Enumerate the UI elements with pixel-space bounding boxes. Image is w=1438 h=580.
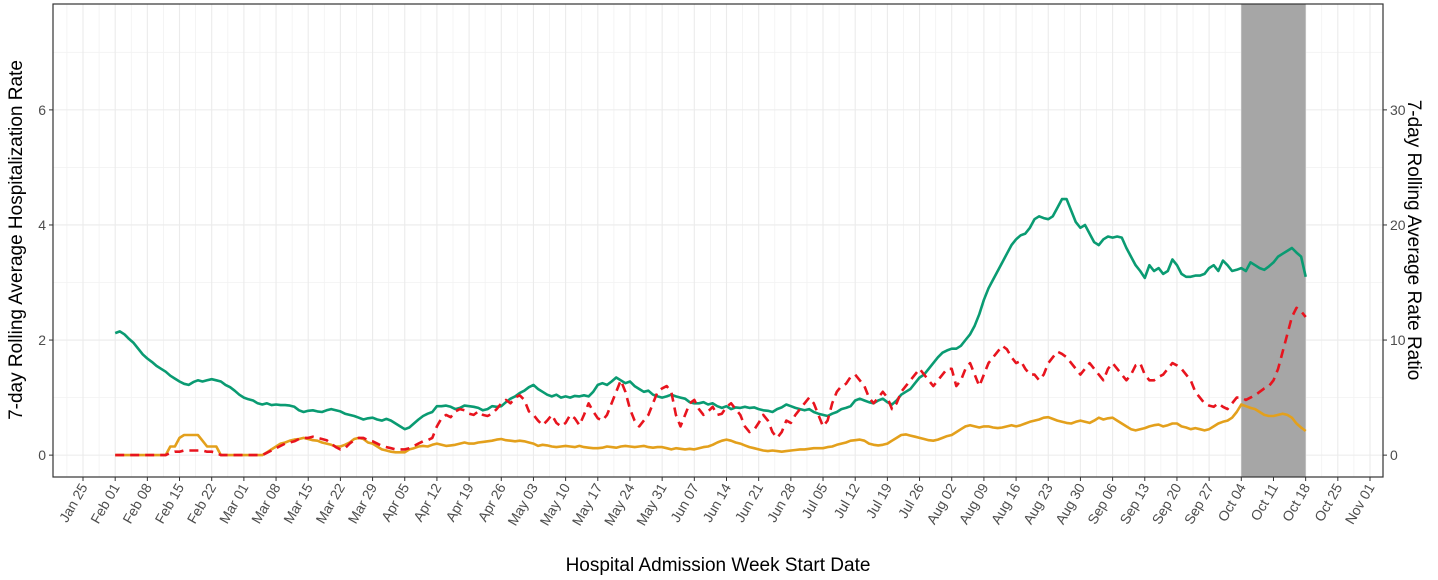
y-tick-label: 4 [38,217,46,233]
y-tick-label: 2 [38,332,46,348]
x-tick-label: Jun 07 [667,480,702,525]
x-tick-label: Oct 11 [1247,480,1281,523]
x-tick-label: May 10 [536,480,573,528]
highlight-band [1241,4,1306,477]
x-tick-label: Jun 21 [731,480,766,525]
y2-tick-label: 10 [1390,332,1406,348]
x-tick-label: Mar 01 [216,480,252,526]
y-tick-label: 0 [38,447,46,463]
x-tick-label: Feb 08 [119,480,155,526]
x-tick-label: Mar 15 [280,480,316,526]
series-line [115,306,1307,457]
x-tick-label: Oct 25 [1311,480,1346,524]
panel-border [52,3,1384,478]
x-tick-label: Feb 01 [87,480,123,526]
y-tick-label: 6 [38,102,46,118]
x-axis-title: Hospital Admission Week Start Date [566,555,871,576]
x-tick-label: May 17 [569,480,606,528]
x-tick-label: Apr 05 [378,480,413,524]
x-tick-label: Jul 05 [798,480,831,521]
x-tick-label: Jun 28 [764,480,799,525]
y-axis-title: 7-day Rolling Average Hospitalization Ra… [6,60,27,420]
x-tick-label: Aug 09 [955,480,991,527]
y2-tick-label: 0 [1390,447,1398,463]
x-tick-label: Feb 15 [151,480,187,526]
x-tick-label: May 31 [633,480,670,528]
x-tick-label: Aug 30 [1052,480,1088,527]
x-tick-label: Jul 19 [862,480,895,521]
x-tick-label: Jun 14 [699,480,734,525]
x-tick-label: Mar 08 [248,480,284,526]
x-tick-label: Apr 12 [410,480,445,524]
x-tick-label: Apr 19 [442,480,477,524]
x-tick-label: Sep 27 [1181,480,1217,527]
x-tick-label: Feb 22 [184,480,220,526]
x-tick-label: Jan 25 [56,480,91,525]
series-line [115,403,1307,457]
x-tick-label: Jul 12 [830,480,863,521]
x-tick-label: May 24 [601,480,638,528]
x-tick-label: Sep 13 [1116,480,1152,527]
x-tick-label: Oct 18 [1279,480,1314,524]
y2-tick-label: 30 [1390,102,1406,118]
x-tick-label: Sep 06 [1084,480,1120,527]
x-tick-label: Oct 04 [1214,480,1249,524]
y2-tick-label: 20 [1390,217,1406,233]
y2-axis-title: 7-day Rolling Average Rate Ratio [1403,100,1424,381]
x-tick-label: Mar 22 [312,480,348,526]
x-tick-label: Aug 23 [1020,480,1056,527]
x-tick-label: Aug 16 [988,480,1024,527]
x-tick-label: May 03 [504,480,541,528]
series-line [114,197,1307,431]
x-tick-label: Nov 01 [1342,480,1378,527]
x-tick-label: Aug 02 [923,480,959,527]
x-tick-label: Sep 20 [1149,480,1185,527]
x-tick-label: Apr 26 [474,480,509,524]
x-tick-label: Mar 29 [345,480,381,526]
x-tick-label: Jul 26 [895,480,928,521]
